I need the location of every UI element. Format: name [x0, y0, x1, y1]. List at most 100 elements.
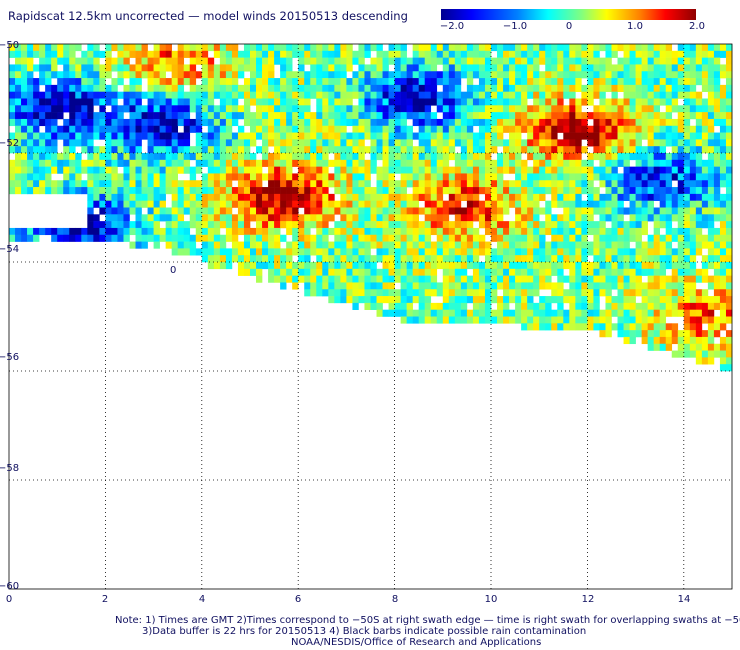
- data-cell: [135, 193, 142, 201]
- data-cell: [701, 139, 709, 147]
- data-cell: [713, 282, 721, 290]
- data-cell: [515, 98, 522, 106]
- data-cell: [484, 180, 492, 188]
- data-cell: [171, 166, 178, 174]
- data-cell: [153, 146, 160, 154]
- data-cell: [93, 132, 100, 140]
- data-cell: [177, 180, 185, 188]
- data-cell: [611, 44, 618, 52]
- data-cell: [430, 282, 438, 290]
- data-cell: [641, 336, 648, 345]
- data-cell: [352, 105, 359, 113]
- data-cell: [545, 309, 552, 317]
- data-cell: [605, 132, 612, 140]
- data-cell: [695, 316, 703, 324]
- data-cell: [617, 316, 624, 324]
- data-cell: [243, 84, 251, 92]
- data-cell: [280, 200, 287, 208]
- data-cell: [491, 91, 498, 99]
- data-cell: [105, 234, 112, 242]
- data-cell: [93, 221, 100, 229]
- data-cell: [21, 118, 28, 127]
- data-cell: [219, 78, 227, 86]
- data-cell: [472, 316, 480, 324]
- data-cell: [123, 91, 130, 99]
- data-cell: [707, 118, 715, 127]
- x-tick-label: 0: [6, 594, 12, 605]
- data-cell: [310, 112, 317, 120]
- data-cell: [491, 98, 498, 106]
- data-cell: [581, 248, 588, 256]
- data-cell: [388, 159, 395, 167]
- data-cell: [382, 296, 389, 304]
- data-cell: [719, 364, 727, 372]
- data-cell: [274, 275, 281, 283]
- data-cell: [159, 193, 166, 201]
- data-cell: [280, 125, 287, 133]
- data-cell: [111, 207, 118, 215]
- data-cell: [713, 302, 721, 310]
- data-cell: [491, 193, 498, 201]
- data-cell: [280, 64, 287, 72]
- data-cell: [521, 200, 528, 208]
- data-cell: [707, 282, 715, 290]
- data-cell: [147, 146, 154, 154]
- data-cell: [478, 173, 486, 181]
- data-cell: [87, 166, 94, 174]
- data-cell: [340, 241, 347, 249]
- data-cell: [454, 78, 462, 86]
- data-cell: [515, 207, 522, 215]
- data-cell: [135, 78, 142, 86]
- data-cell: [352, 57, 359, 65]
- data-cell: [551, 153, 558, 161]
- data-cell: [701, 207, 709, 215]
- data-cell: [665, 234, 673, 242]
- data-cell: [472, 84, 480, 92]
- data-cell: [515, 125, 522, 133]
- data-cell: [659, 221, 667, 229]
- data-cell: [207, 207, 215, 215]
- data-cell: [448, 153, 456, 161]
- data-cell: [424, 153, 432, 161]
- data-cell: [292, 125, 299, 133]
- data-cell: [400, 248, 407, 256]
- data-cell: [69, 227, 76, 236]
- data-cell: [683, 323, 691, 331]
- data-cell: [225, 187, 233, 195]
- data-cell: [659, 289, 667, 297]
- data-cell: [165, 84, 172, 92]
- data-cell: [256, 125, 263, 133]
- data-cell: [9, 50, 16, 58]
- data-cell: [418, 302, 426, 310]
- data-cell: [9, 91, 16, 99]
- data-cell: [707, 255, 715, 263]
- data-cell: [418, 153, 426, 161]
- data-cell: [521, 221, 528, 229]
- data-cell: [689, 64, 697, 72]
- data-cell: [466, 214, 474, 222]
- data-cell: [364, 207, 371, 215]
- data-cell: [406, 105, 413, 113]
- data-cell: [382, 139, 389, 147]
- data-cell: [484, 193, 492, 201]
- data-cell: [370, 289, 377, 297]
- data-cell: [442, 289, 450, 297]
- data-cell: [412, 166, 419, 174]
- data-cell: [189, 146, 197, 154]
- data-cell: [605, 193, 612, 201]
- data-cell: [219, 71, 227, 79]
- data-cell: [593, 125, 600, 133]
- data-cell: [129, 98, 136, 106]
- data-cell: [388, 91, 395, 99]
- data-cell: [641, 227, 648, 236]
- data-cell: [268, 221, 275, 229]
- data-cell: [334, 146, 341, 154]
- data-cell: [33, 112, 40, 120]
- data-cell: [484, 296, 492, 304]
- data-cell: [593, 187, 600, 195]
- data-cell: [286, 166, 293, 174]
- data-cell: [713, 289, 721, 297]
- data-cell: [653, 132, 660, 140]
- data-cell: [689, 316, 697, 324]
- data-cell: [695, 234, 703, 242]
